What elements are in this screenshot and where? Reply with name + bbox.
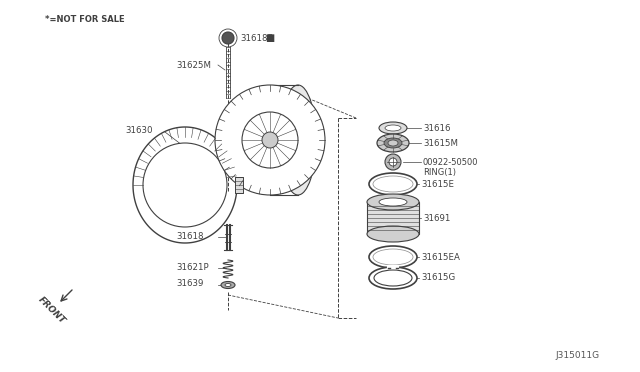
Ellipse shape <box>367 226 419 242</box>
Ellipse shape <box>369 246 417 268</box>
Text: 31615EA: 31615EA <box>421 253 460 262</box>
Bar <box>367 202 419 234</box>
Text: 31630: 31630 <box>125 125 152 135</box>
Text: *=NOT FOR SALE: *=NOT FOR SALE <box>45 15 125 24</box>
Text: 31621P: 31621P <box>176 263 209 272</box>
Text: 31616: 31616 <box>423 124 451 132</box>
Ellipse shape <box>369 267 417 289</box>
Text: 31625M: 31625M <box>176 61 211 70</box>
Text: 31639: 31639 <box>176 279 204 289</box>
Text: FRONT: FRONT <box>36 295 67 325</box>
Ellipse shape <box>367 194 419 210</box>
Circle shape <box>262 132 278 148</box>
Circle shape <box>389 158 397 166</box>
Text: ■: ■ <box>265 33 275 43</box>
Ellipse shape <box>369 173 417 195</box>
Text: 31691: 31691 <box>423 214 451 222</box>
Ellipse shape <box>373 176 413 192</box>
Ellipse shape <box>221 282 235 289</box>
Text: 00922-50500
RING(1): 00922-50500 RING(1) <box>423 158 479 177</box>
Ellipse shape <box>385 125 401 131</box>
Text: J315011G: J315011G <box>555 351 599 360</box>
Ellipse shape <box>280 85 316 195</box>
Ellipse shape <box>388 140 398 146</box>
Text: 31615G: 31615G <box>421 273 455 282</box>
Circle shape <box>222 32 234 44</box>
Circle shape <box>385 154 401 170</box>
Ellipse shape <box>384 138 402 148</box>
Ellipse shape <box>379 198 407 206</box>
Text: 31615E: 31615E <box>421 180 454 189</box>
Bar <box>235 177 243 193</box>
Circle shape <box>215 85 325 195</box>
Circle shape <box>143 143 227 227</box>
Ellipse shape <box>377 134 409 152</box>
Text: 31615M: 31615M <box>423 138 458 148</box>
Ellipse shape <box>379 122 407 134</box>
Ellipse shape <box>225 283 231 286</box>
Text: 31618: 31618 <box>176 231 204 241</box>
Circle shape <box>242 112 298 168</box>
Ellipse shape <box>373 249 413 265</box>
Ellipse shape <box>374 270 412 286</box>
Text: 31618B: 31618B <box>240 33 273 42</box>
